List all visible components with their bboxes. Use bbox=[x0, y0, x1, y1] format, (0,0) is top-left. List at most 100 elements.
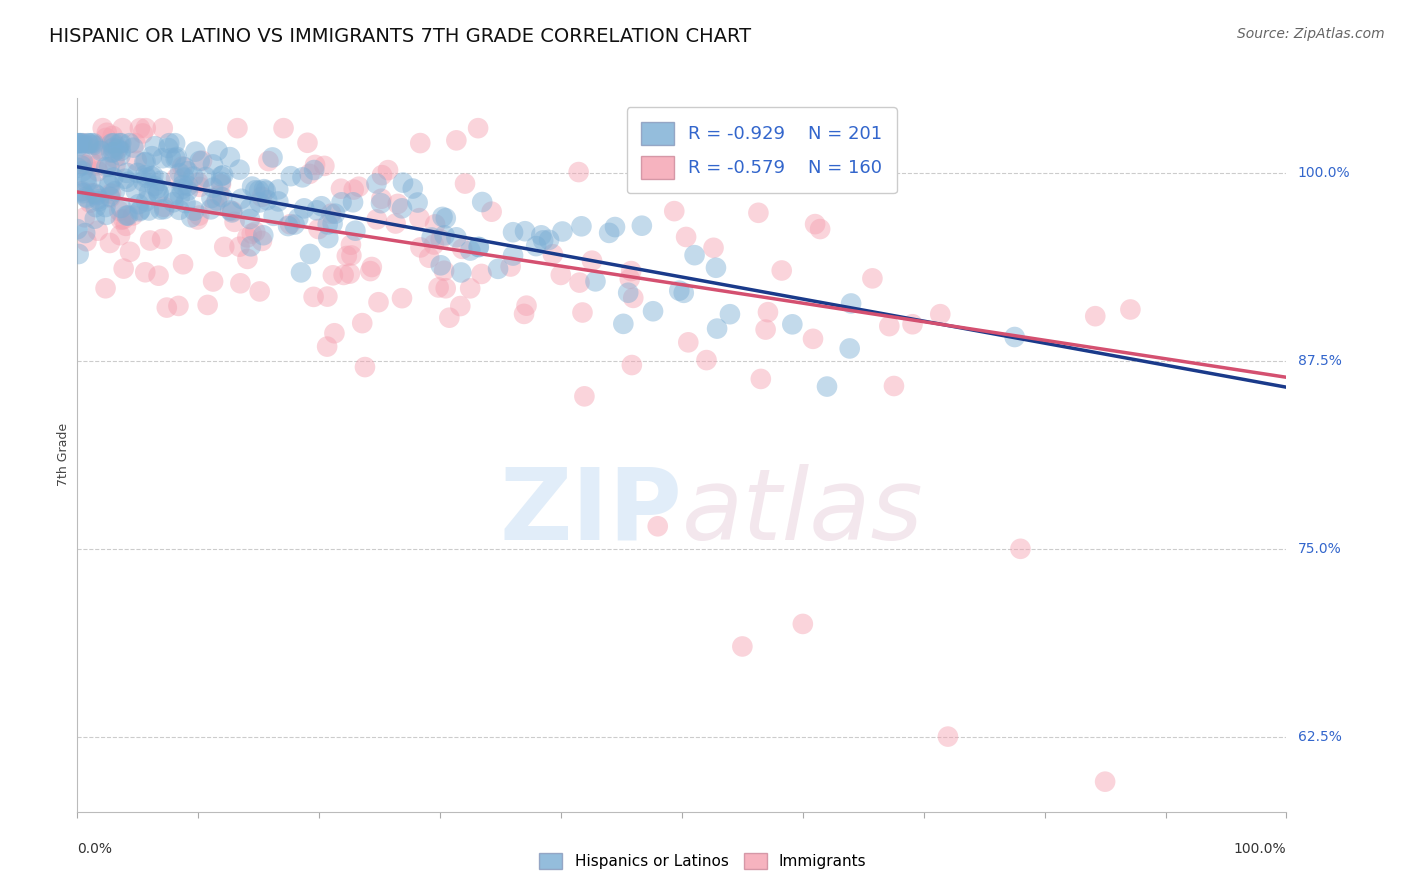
Point bbox=[98, 160, 121, 174]
Text: ZIP: ZIP bbox=[499, 464, 682, 560]
Point bbox=[298, 167, 321, 181]
Point bbox=[115, 166, 138, 180]
Point bbox=[756, 305, 779, 319]
Point bbox=[901, 317, 924, 331]
Point bbox=[135, 121, 157, 136]
Point bbox=[370, 192, 392, 206]
Point bbox=[188, 209, 211, 223]
Point bbox=[180, 211, 202, 225]
Point bbox=[70, 157, 93, 171]
Point bbox=[80, 173, 103, 187]
Point bbox=[839, 296, 862, 310]
Point bbox=[702, 241, 724, 255]
Point bbox=[173, 170, 195, 185]
Point bbox=[860, 271, 883, 285]
Point bbox=[191, 153, 214, 168]
Point bbox=[574, 389, 596, 403]
Point bbox=[409, 240, 432, 254]
Point bbox=[603, 220, 626, 235]
Point bbox=[418, 251, 440, 265]
Point bbox=[883, 379, 905, 393]
Point bbox=[408, 211, 430, 226]
Point bbox=[169, 202, 191, 217]
Point bbox=[212, 168, 235, 182]
Point bbox=[107, 143, 129, 157]
Point bbox=[172, 257, 194, 271]
Point bbox=[125, 153, 148, 168]
Point bbox=[471, 194, 494, 209]
Point bbox=[100, 145, 122, 160]
Point bbox=[617, 285, 640, 300]
Point bbox=[224, 215, 246, 229]
Point bbox=[75, 158, 97, 172]
Text: Source: ZipAtlas.com: Source: ZipAtlas.com bbox=[1237, 27, 1385, 41]
Point bbox=[79, 195, 101, 210]
Point bbox=[439, 310, 461, 325]
Point bbox=[672, 285, 695, 300]
Y-axis label: 7th Grade: 7th Grade bbox=[58, 424, 70, 486]
Point bbox=[524, 239, 547, 253]
Point bbox=[359, 264, 381, 278]
Point bbox=[245, 225, 267, 239]
Point bbox=[344, 224, 367, 238]
Point bbox=[103, 170, 125, 185]
Point bbox=[118, 136, 141, 151]
Point bbox=[165, 171, 187, 186]
Point bbox=[253, 182, 276, 196]
Point bbox=[94, 131, 117, 145]
Point bbox=[247, 184, 270, 198]
Point bbox=[103, 136, 125, 151]
Point bbox=[316, 340, 339, 354]
Text: HISPANIC OR LATINO VS IMMIGRANTS 7TH GRADE CORRELATION CHART: HISPANIC OR LATINO VS IMMIGRANTS 7TH GRA… bbox=[49, 27, 751, 45]
Point bbox=[273, 121, 295, 136]
Point bbox=[675, 230, 697, 244]
Point bbox=[165, 152, 187, 166]
Point bbox=[148, 186, 170, 201]
Point bbox=[174, 196, 197, 211]
Point bbox=[571, 305, 593, 319]
Point bbox=[66, 161, 89, 175]
Point bbox=[486, 261, 509, 276]
Point bbox=[165, 136, 187, 151]
Point bbox=[433, 228, 456, 243]
Point bbox=[229, 277, 252, 291]
Point bbox=[87, 224, 110, 238]
Point bbox=[278, 217, 301, 231]
Point bbox=[1094, 774, 1116, 789]
Point bbox=[87, 192, 110, 206]
Text: 100.0%: 100.0% bbox=[1298, 166, 1350, 180]
Point bbox=[239, 239, 262, 253]
Point bbox=[236, 252, 259, 266]
Point bbox=[429, 233, 451, 247]
Point bbox=[115, 209, 138, 223]
Point bbox=[446, 133, 468, 147]
Point bbox=[75, 234, 97, 248]
Point bbox=[70, 159, 93, 173]
Point bbox=[152, 151, 174, 165]
Point bbox=[467, 240, 489, 254]
Point bbox=[311, 199, 333, 213]
Point bbox=[291, 170, 314, 185]
Point bbox=[219, 203, 242, 218]
Point bbox=[319, 207, 342, 221]
Point bbox=[308, 222, 330, 236]
Point bbox=[211, 190, 233, 204]
Text: 100.0%: 100.0% bbox=[1234, 842, 1286, 856]
Point bbox=[620, 264, 643, 278]
Point bbox=[581, 253, 603, 268]
Point bbox=[1084, 309, 1107, 323]
Point bbox=[371, 168, 394, 182]
Point bbox=[236, 230, 259, 244]
Point bbox=[280, 169, 302, 183]
Point bbox=[1010, 541, 1032, 556]
Point bbox=[815, 379, 838, 393]
Point bbox=[152, 121, 174, 136]
Point bbox=[134, 265, 156, 279]
Point bbox=[110, 144, 132, 158]
Point bbox=[110, 212, 132, 227]
Point bbox=[173, 160, 195, 174]
Point bbox=[94, 281, 117, 295]
Point bbox=[177, 178, 200, 193]
Point bbox=[1119, 302, 1142, 317]
Point bbox=[460, 244, 482, 258]
